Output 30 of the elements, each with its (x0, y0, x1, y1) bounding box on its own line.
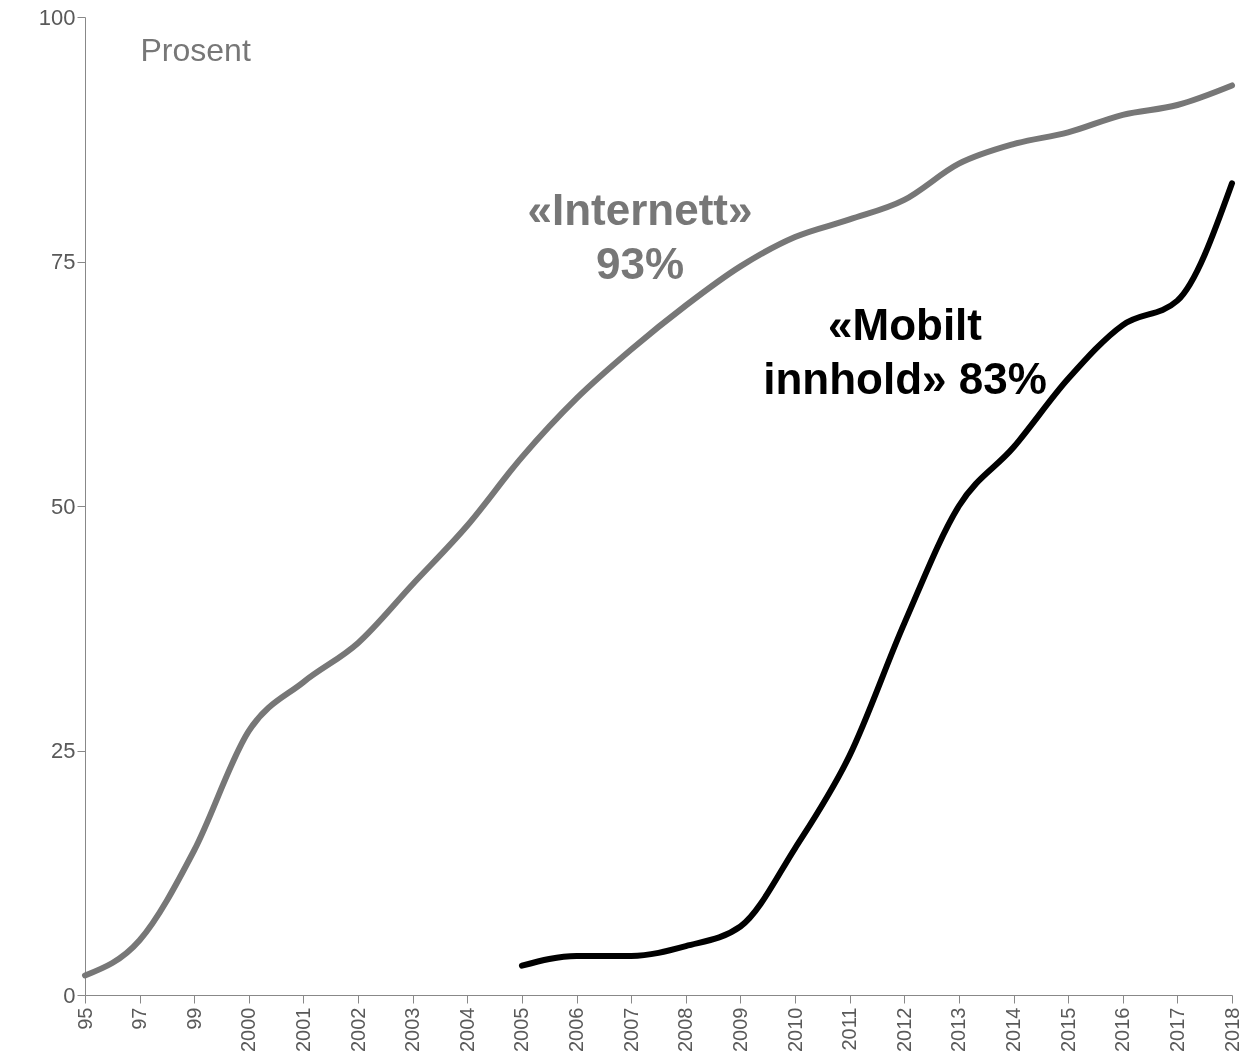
x-tick-label: 99 (182, 1007, 205, 1030)
x-tick-label: 2000 (237, 1007, 260, 1052)
x-tick-label: 2002 (346, 1007, 369, 1052)
y-tick-label: 25 (51, 738, 76, 763)
x-tick-label: 2014 (1002, 1007, 1025, 1052)
x-tick-label: 2013 (947, 1007, 970, 1052)
x-tick-label: 2005 (510, 1007, 533, 1052)
y-axis-title: Prosent (140, 31, 251, 68)
x-tick-label: 2001 (291, 1007, 314, 1052)
x-tick-label: 2011 (838, 1007, 861, 1051)
annotation: «Internett» 93% (527, 185, 753, 288)
x-tick-label: 2006 (565, 1007, 588, 1052)
x-tick-label: 95 (73, 1007, 96, 1030)
x-tick-label: 2016 (1111, 1007, 1134, 1052)
x-tick-label: 2007 (619, 1007, 642, 1052)
x-tick-label: 2012 (892, 1007, 915, 1052)
x-tick-label: 2009 (728, 1007, 751, 1052)
x-tick-label: 2018 (1220, 1007, 1243, 1052)
y-tick-label: 75 (51, 249, 76, 274)
x-tick-label: 2008 (674, 1007, 697, 1052)
x-tick-label: 2003 (401, 1007, 424, 1052)
x-tick-label: 2010 (783, 1007, 806, 1052)
y-tick-label: 50 (51, 493, 76, 519)
y-tick-label: 100 (38, 4, 76, 30)
x-tick-label: 97 (128, 1007, 151, 1030)
x-tick-label: 2015 (1056, 1007, 1079, 1052)
x-tick-label: 2004 (455, 1007, 478, 1052)
y-tick-label: 0 (63, 982, 76, 1008)
annotation: «Mobilt innhold» 83% (763, 300, 1047, 403)
x-tick-label: 2017 (1165, 1007, 1188, 1052)
